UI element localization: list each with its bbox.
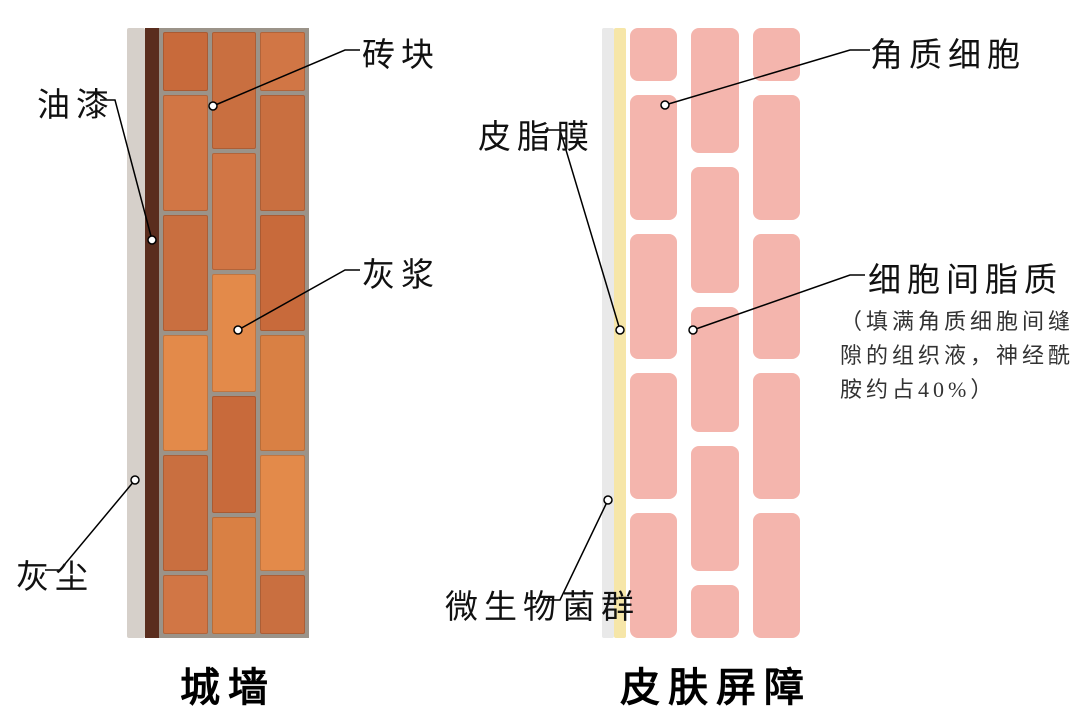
corneocyte-cell xyxy=(630,234,677,359)
label-sebum: 皮脂膜 xyxy=(478,110,595,158)
brick xyxy=(260,575,305,634)
label-brick: 砖块 xyxy=(362,28,440,76)
sebum-layer xyxy=(614,28,626,638)
cell-column xyxy=(630,28,677,638)
corneocyte-cell xyxy=(691,446,738,571)
microbiome-layer xyxy=(602,28,614,638)
label-paint: 油漆 xyxy=(37,78,115,126)
brick xyxy=(260,455,305,571)
corneocyte-cell xyxy=(691,28,738,153)
paint-layer xyxy=(145,28,159,638)
brick xyxy=(163,32,208,91)
corneocyte-cell xyxy=(753,95,800,220)
skin-barrier xyxy=(630,28,800,638)
label-lipid: 细胞间脂质 xyxy=(868,253,1063,301)
label-dust: 灰尘 xyxy=(16,550,94,598)
brick-column xyxy=(163,32,208,634)
corneocyte-cell xyxy=(753,28,800,81)
corneocyte-cell xyxy=(691,167,738,292)
brick xyxy=(212,32,257,149)
caption-wall: 城墙 xyxy=(180,655,276,713)
label-corneocyte: 角质细胞 xyxy=(870,28,1026,76)
brick xyxy=(260,335,305,451)
corneocyte-cell xyxy=(630,373,677,498)
diagram-stage: 油漆 砖块 灰浆 灰尘 城墙 角质细胞 皮脂膜 细胞间脂质 （填满角质细胞间缝隙… xyxy=(0,0,1080,719)
corneocyte-cell xyxy=(753,513,800,638)
brick xyxy=(163,455,208,571)
dust-layer xyxy=(127,28,145,638)
brick xyxy=(212,396,257,513)
brick xyxy=(163,215,208,331)
corneocyte-cell xyxy=(691,307,738,432)
brick xyxy=(212,274,257,391)
brick xyxy=(212,517,257,634)
brick xyxy=(260,32,305,91)
corneocyte-cell xyxy=(753,373,800,498)
brick xyxy=(163,575,208,634)
cell-column xyxy=(691,28,738,638)
label-mortar: 灰浆 xyxy=(362,248,440,296)
brick xyxy=(260,215,305,331)
brick-column xyxy=(212,32,257,634)
cell-column xyxy=(753,28,800,638)
label-microbiome: 微生物菌群 xyxy=(445,580,640,628)
brick-wall xyxy=(159,28,309,638)
brick xyxy=(163,95,208,211)
corneocyte-cell xyxy=(630,28,677,81)
caption-skin: 皮肤屏障 xyxy=(620,655,812,713)
brick-column xyxy=(260,32,305,634)
brick xyxy=(163,335,208,451)
corneocyte-cell xyxy=(691,585,738,638)
brick xyxy=(260,95,305,211)
corneocyte-cell xyxy=(630,95,677,220)
corneocyte-cell xyxy=(753,234,800,359)
label-lipid-note: （填满角质细胞间缝隙的组织液，神经酰胺约占40%） xyxy=(840,305,1075,407)
brick xyxy=(212,153,257,270)
